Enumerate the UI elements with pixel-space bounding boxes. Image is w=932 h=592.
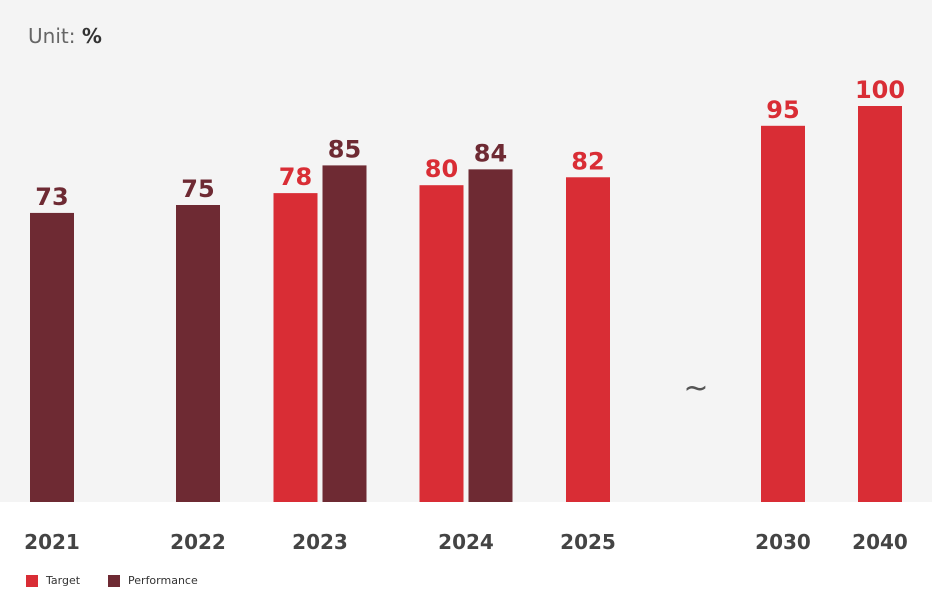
- x-tick-label-2022: 2022: [170, 530, 226, 554]
- legend: Target Performance: [26, 574, 226, 587]
- bar-performance-2021: [30, 212, 74, 503]
- x-tick-label-2024: 2024: [438, 530, 494, 554]
- bar-target-2040: [858, 106, 902, 502]
- legend-item-performance: Performance: [108, 574, 198, 587]
- legend-swatch-performance: [108, 574, 121, 587]
- bar-target-2024: [419, 185, 464, 502]
- legend-label-target: Target: [46, 574, 81, 587]
- bar-performance-2024: [468, 169, 513, 503]
- legend-swatch-target: [26, 574, 38, 587]
- unit-label: Unit: %: [28, 24, 102, 48]
- bar-performance-2022: [176, 205, 220, 502]
- data-label-performance-2023: 85: [328, 135, 361, 163]
- unit-prefix: Unit:: [28, 24, 76, 48]
- data-label-performance-2021: 73: [35, 183, 68, 211]
- bar-performance-2023: [322, 165, 367, 502]
- bar-target-2025: [566, 177, 610, 502]
- axis-break-symbol: ~: [683, 371, 708, 406]
- data-label-target-2030: 95: [766, 96, 799, 124]
- bar-target-2030: [761, 125, 805, 503]
- unit-value: %: [81, 24, 102, 48]
- legend-item-target: Target: [26, 574, 80, 587]
- data-label-performance-2022: 75: [181, 175, 214, 203]
- data-label-target-2040: 100: [855, 76, 905, 104]
- legend-label-performance: Performance: [128, 574, 198, 587]
- data-label-performance-2024: 84: [474, 139, 507, 167]
- x-tick-label-2040: 2040: [852, 530, 908, 554]
- data-label-target-2023: 78: [279, 163, 312, 191]
- x-tick-label-2025: 2025: [560, 530, 616, 554]
- x-tick-label-2023: 2023: [292, 530, 348, 554]
- bar-target-2023: [273, 193, 318, 502]
- x-tick-label-2030: 2030: [755, 530, 811, 554]
- x-tick-label-2021: 2021: [24, 530, 80, 554]
- data-label-target-2024: 80: [425, 155, 458, 183]
- data-label-target-2025: 82: [571, 147, 604, 175]
